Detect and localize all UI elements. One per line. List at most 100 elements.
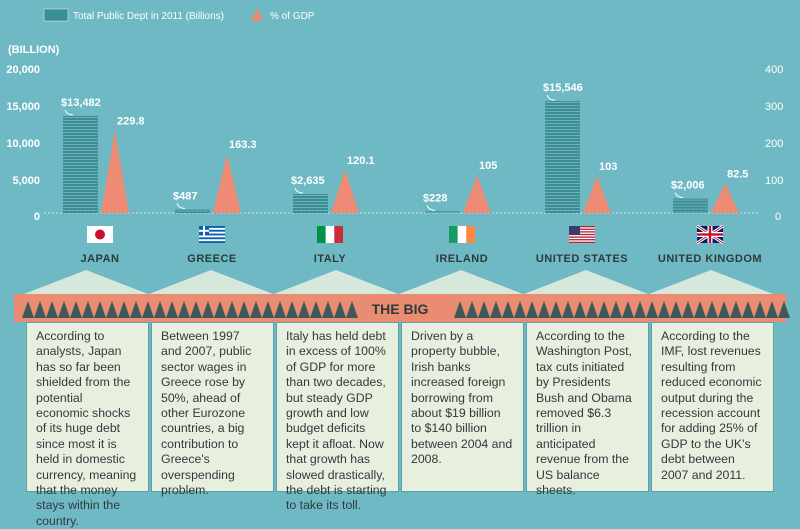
- debt-value-label: $2,006: [671, 180, 705, 192]
- country-description: Between 1997 and 2007, public sector wag…: [151, 322, 274, 497]
- panel-roof: [399, 270, 523, 294]
- zigzag-triangle: [478, 301, 490, 318]
- zigzag-triangle: [550, 301, 562, 318]
- the-big-band: THE BIG: [14, 294, 790, 322]
- zigzag-triangle: [574, 301, 586, 318]
- gdp-triangle: [331, 169, 359, 213]
- zigzag-triangle: [598, 301, 610, 318]
- debt-value-label: $487: [173, 190, 197, 202]
- zigzag-triangle: [22, 301, 34, 318]
- zigzag-triangle: [118, 301, 130, 318]
- panel-roof: [149, 270, 273, 294]
- legend-debt-swatch: [43, 8, 69, 22]
- country-description: Driven by a property bubble, Irish banks…: [401, 322, 524, 492]
- zigzag-triangle: [46, 301, 58, 318]
- panel-roofs: [24, 270, 773, 294]
- right-axis-tick: 300: [765, 101, 783, 113]
- zigzag-triangle: [718, 301, 730, 318]
- zigzag-triangle: [142, 301, 154, 318]
- zigzag-triangle: [166, 301, 178, 318]
- left-axis-tick: 15,000: [6, 101, 40, 113]
- japan-flag-icon: [87, 226, 113, 243]
- country-description: According to the IMF, lost revenues resu…: [651, 322, 774, 492]
- country-description: Italy has held debt in excess of 100% of…: [276, 322, 399, 512]
- zigzag-triangle: [658, 301, 670, 318]
- zigzag-triangle: [730, 301, 742, 318]
- debt-label-connector: [426, 205, 436, 211]
- zigzag-triangle: [610, 301, 622, 318]
- zigzag-triangle: [778, 301, 790, 318]
- zigzag-triangle: [694, 301, 706, 318]
- zigzag-triangle: [226, 301, 238, 318]
- zigzag-triangle: [154, 301, 166, 318]
- zigzag-triangle: [526, 301, 538, 318]
- zigzag-triangle: [670, 301, 682, 318]
- gdp-triangle: [583, 175, 611, 213]
- zigzag-triangle: [754, 301, 766, 318]
- zigzag-triangle: [634, 301, 646, 318]
- zigzag-triangle: [70, 301, 82, 318]
- debt-label-connector: [674, 192, 684, 199]
- gdp-triangle: [213, 154, 241, 213]
- right-axis-tick: 400: [765, 64, 783, 76]
- gdp-value-label: 105: [479, 160, 497, 172]
- debt-label-connector: [176, 203, 186, 209]
- legend-debt-label: Total Public Dept in 2011 (Billions): [73, 11, 224, 22]
- zigzag-triangle: [742, 301, 754, 318]
- greece-flag-icon: [199, 226, 225, 243]
- gdp-triangle: [463, 175, 491, 213]
- zigzag-triangle: [490, 301, 502, 318]
- right-axis-tick: 100: [765, 175, 783, 187]
- debt-bar: [63, 115, 98, 213]
- right-axis-tick: 0: [775, 211, 781, 223]
- debt-value-label: $228: [423, 192, 447, 204]
- zigzag-triangle: [766, 301, 778, 318]
- zigzag-triangle: [586, 301, 598, 318]
- zigzag-triangle: [298, 301, 310, 318]
- debt-chart: Total Public Dept in 2011 (Billions) % o…: [6, 8, 790, 322]
- debt-bar: [293, 194, 328, 213]
- zigzag-triangle: [322, 301, 334, 318]
- zigzag-triangle: [130, 301, 142, 318]
- right-axis-tick: 200: [765, 138, 783, 150]
- zigzag-triangle: [346, 301, 358, 318]
- zigzag-triangle: [682, 301, 694, 318]
- zigzag-triangle: [706, 301, 718, 318]
- gdp-value-label: 82.5: [727, 168, 748, 180]
- country-flags: JAPAN GREECE ITALY IRELAND UNITED STATES UNIT…: [81, 224, 762, 265]
- band-title: THE BIG: [372, 301, 429, 317]
- left-axis: (BILLION) 20,000 15,000 10,000 5,000 0: [6, 44, 59, 223]
- left-axis-tick: 5,000: [12, 175, 40, 187]
- debt-value-label: $15,546: [543, 82, 583, 94]
- country-name: ITALY: [314, 253, 347, 265]
- zigzag-triangle: [262, 301, 274, 318]
- zigzag-triangle: [250, 301, 262, 318]
- debt-value-label: $2,635: [291, 175, 325, 187]
- zigzag-triangle: [538, 301, 550, 318]
- country-name: GREECE: [187, 253, 236, 265]
- left-axis-tick: 0: [34, 211, 40, 223]
- left-axis-unit: (BILLION): [8, 44, 60, 56]
- panel-roof: [649, 270, 773, 294]
- usa-flag-icon: [569, 226, 595, 243]
- gdp-value-label: 120.1: [347, 155, 375, 167]
- zigzag-triangle: [34, 301, 46, 318]
- debt-value-label: $13,482: [61, 97, 101, 109]
- country-name: UNITED KINGDOM: [658, 253, 762, 265]
- band-title-bg: [362, 297, 438, 319]
- country-description: According to the Washington Post, tax cu…: [526, 322, 649, 497]
- gdp-value-label: 163.3: [229, 139, 257, 151]
- debt-label-connector: [546, 94, 556, 101]
- gdp-value-label: 103: [599, 161, 617, 173]
- debt-bar: [425, 211, 460, 214]
- legend-gdp-swatch: [251, 8, 263, 21]
- debt-bar: [545, 101, 580, 213]
- zigzag-triangle: [238, 301, 250, 318]
- zigzag-triangle: [190, 301, 202, 318]
- legend-gdp-label: % of GDP: [270, 11, 315, 22]
- debt-label-connector: [64, 109, 74, 116]
- panel-roof: [524, 270, 648, 294]
- zigzag-triangle: [274, 301, 286, 318]
- gdp-value-label: 229.8: [117, 115, 145, 127]
- zigzag-triangle: [106, 301, 118, 318]
